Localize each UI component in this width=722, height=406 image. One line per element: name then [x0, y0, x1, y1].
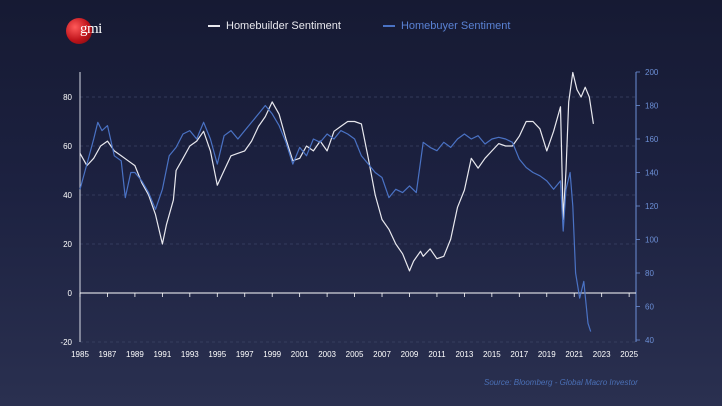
source-note: Source: Bloomberg - Global Macro Investo… — [484, 378, 638, 387]
right-tick-label: 140 — [645, 169, 659, 178]
right-tick-label: 120 — [645, 202, 659, 211]
homebuyer-sentiment-line — [79, 104, 592, 332]
right-tick-label: 160 — [645, 135, 659, 144]
x-tick-label: 2019 — [538, 350, 556, 359]
axes — [79, 72, 637, 342]
left-tick-label: 40 — [63, 191, 72, 200]
x-axis-ticks: 1985 1987 1989 1991 1993 1995 1997 1999 2001 2003… — [71, 293, 639, 359]
left-axis-ticks: 80 60 40 20 0 -20 — [60, 93, 72, 347]
x-tick-label: 1993 — [181, 350, 199, 359]
x-tick-label: 2023 — [593, 350, 611, 359]
x-tick-label: 2015 — [483, 350, 501, 359]
x-tick-label: 1995 — [208, 350, 226, 359]
right-tick-label: 80 — [645, 269, 654, 278]
legend-label-builder: Homebuilder Sentiment — [226, 20, 341, 32]
legend-swatch-builder — [208, 25, 220, 27]
x-tick-label: 1999 — [263, 350, 281, 359]
legend-item-builder: Homebuilder Sentiment — [208, 20, 341, 32]
right-tick-label: 40 — [645, 336, 654, 345]
chart-legend: Homebuilder Sentiment Homebuyer Sentimen… — [208, 20, 510, 32]
legend-label-buyer: Homebuyer Sentiment — [400, 20, 511, 32]
x-tick-label: 2005 — [346, 350, 364, 359]
series-lines — [79, 71, 594, 332]
left-tick-label: 0 — [68, 289, 73, 298]
gmi-logo: gmi — [66, 18, 114, 44]
x-tick-label: 1985 — [71, 350, 89, 359]
x-tick-label: 2025 — [620, 350, 638, 359]
x-tick-label: 2017 — [510, 350, 528, 359]
x-tick-label: 1991 — [153, 350, 171, 359]
right-tick-label: 60 — [645, 303, 654, 312]
right-axis-ticks: 200 180 160 140 120 100 80 60 40 — [636, 68, 659, 345]
x-tick-label: 1987 — [99, 350, 117, 359]
x-tick-label: 2009 — [401, 350, 419, 359]
logo-globe-icon — [66, 18, 92, 44]
homebuilder-sentiment-line — [79, 71, 594, 272]
x-tick-label: 2001 — [291, 350, 309, 359]
left-tick-label: 80 — [63, 93, 72, 102]
x-tick-label: 2011 — [428, 350, 446, 359]
right-tick-label: 200 — [645, 68, 659, 77]
x-tick-label: 1997 — [236, 350, 254, 359]
left-tick-label: -20 — [60, 338, 72, 347]
x-tick-label: 2021 — [565, 350, 583, 359]
x-tick-label: 2013 — [455, 350, 473, 359]
x-tick-label: 1989 — [126, 350, 144, 359]
logo-text: gmi — [80, 21, 102, 37]
left-tick-label: 20 — [63, 240, 72, 249]
legend-item-buyer: Homebuyer Sentiment — [382, 20, 511, 32]
right-tick-label: 100 — [645, 236, 659, 245]
legend-swatch-buyer — [382, 25, 395, 27]
left-tick-label: 60 — [63, 142, 72, 151]
x-tick-label: 2007 — [373, 350, 391, 359]
right-tick-label: 180 — [645, 102, 659, 111]
x-tick-label: 2003 — [318, 350, 336, 359]
